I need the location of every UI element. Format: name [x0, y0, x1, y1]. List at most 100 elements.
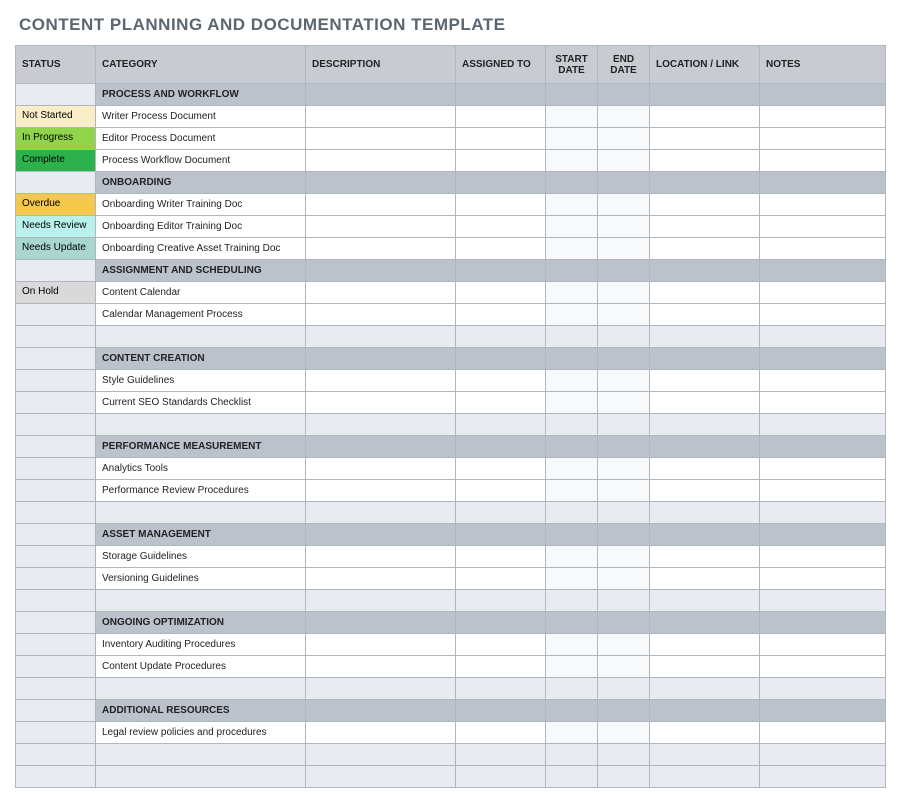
cell-category[interactable]: Versioning Guidelines	[96, 568, 306, 590]
cell-desc[interactable]	[306, 722, 456, 744]
cell-assigned[interactable]	[456, 546, 546, 568]
status-chip[interactable]: On Hold	[16, 282, 95, 303]
cell-assigned[interactable]	[456, 568, 546, 590]
cell-end[interactable]	[598, 458, 650, 480]
status-chip[interactable]: Not Started	[16, 106, 95, 127]
cell-status[interactable]: Needs Review	[16, 216, 96, 238]
cell-location[interactable]	[650, 656, 760, 678]
cell-location[interactable]	[650, 546, 760, 568]
cell-assigned[interactable]	[456, 194, 546, 216]
cell-status[interactable]: On Hold	[16, 282, 96, 304]
cell-location[interactable]	[650, 194, 760, 216]
cell-assigned[interactable]	[456, 480, 546, 502]
cell-location[interactable]	[650, 370, 760, 392]
cell-location[interactable]	[650, 216, 760, 238]
cell-category[interactable]: Inventory Auditing Procedures	[96, 634, 306, 656]
cell-status[interactable]	[16, 546, 96, 568]
cell-start[interactable]	[546, 194, 598, 216]
cell-desc[interactable]	[306, 568, 456, 590]
cell-assigned[interactable]	[456, 216, 546, 238]
cell-category[interactable]: Performance Review Procedures	[96, 480, 306, 502]
cell-desc[interactable]	[306, 458, 456, 480]
cell-notes[interactable]	[760, 722, 886, 744]
cell-assigned[interactable]	[456, 304, 546, 326]
cell-end[interactable]	[598, 370, 650, 392]
cell-status[interactable]	[16, 370, 96, 392]
cell-notes[interactable]	[760, 304, 886, 326]
status-chip[interactable]: Needs Update	[16, 238, 95, 259]
cell-desc[interactable]	[306, 194, 456, 216]
cell-desc[interactable]	[306, 392, 456, 414]
cell-desc[interactable]	[306, 480, 456, 502]
cell-end[interactable]	[598, 128, 650, 150]
cell-desc[interactable]	[306, 282, 456, 304]
cell-end[interactable]	[598, 216, 650, 238]
cell-desc[interactable]	[306, 238, 456, 260]
status-chip[interactable]: Needs Review	[16, 216, 95, 237]
cell-status[interactable]: In Progress	[16, 128, 96, 150]
cell-notes[interactable]	[760, 128, 886, 150]
cell-notes[interactable]	[760, 150, 886, 172]
cell-end[interactable]	[598, 194, 650, 216]
cell-status[interactable]: Not Started	[16, 106, 96, 128]
cell-status[interactable]	[16, 392, 96, 414]
cell-assigned[interactable]	[456, 106, 546, 128]
cell-location[interactable]	[650, 304, 760, 326]
cell-start[interactable]	[546, 458, 598, 480]
cell-notes[interactable]	[760, 568, 886, 590]
cell-location[interactable]	[650, 480, 760, 502]
cell-start[interactable]	[546, 656, 598, 678]
cell-category[interactable]: Legal review policies and procedures	[96, 722, 306, 744]
cell-end[interactable]	[598, 546, 650, 568]
cell-assigned[interactable]	[456, 634, 546, 656]
cell-category[interactable]: Onboarding Writer Training Doc	[96, 194, 306, 216]
cell-start[interactable]	[546, 150, 598, 172]
cell-assigned[interactable]	[456, 392, 546, 414]
cell-start[interactable]	[546, 216, 598, 238]
cell-status[interactable]: Complete	[16, 150, 96, 172]
cell-start[interactable]	[546, 106, 598, 128]
cell-start[interactable]	[546, 304, 598, 326]
cell-desc[interactable]	[306, 634, 456, 656]
cell-end[interactable]	[598, 150, 650, 172]
cell-assigned[interactable]	[456, 458, 546, 480]
cell-desc[interactable]	[306, 656, 456, 678]
cell-status[interactable]	[16, 722, 96, 744]
cell-location[interactable]	[650, 128, 760, 150]
cell-category[interactable]: Content Update Procedures	[96, 656, 306, 678]
status-chip[interactable]: In Progress	[16, 128, 95, 149]
cell-status[interactable]: Overdue	[16, 194, 96, 216]
cell-assigned[interactable]	[456, 282, 546, 304]
cell-category[interactable]: Writer Process Document	[96, 106, 306, 128]
cell-location[interactable]	[650, 150, 760, 172]
cell-end[interactable]	[598, 238, 650, 260]
cell-notes[interactable]	[760, 106, 886, 128]
cell-end[interactable]	[598, 106, 650, 128]
cell-end[interactable]	[598, 480, 650, 502]
cell-end[interactable]	[598, 304, 650, 326]
cell-status[interactable]: Needs Update	[16, 238, 96, 260]
cell-desc[interactable]	[306, 128, 456, 150]
cell-location[interactable]	[650, 722, 760, 744]
cell-desc[interactable]	[306, 370, 456, 392]
cell-notes[interactable]	[760, 392, 886, 414]
cell-end[interactable]	[598, 634, 650, 656]
cell-category[interactable]: Process Workflow Document	[96, 150, 306, 172]
cell-status[interactable]	[16, 634, 96, 656]
cell-category[interactable]: Analytics Tools	[96, 458, 306, 480]
cell-category[interactable]: Storage Guidelines	[96, 546, 306, 568]
cell-assigned[interactable]	[456, 150, 546, 172]
cell-end[interactable]	[598, 282, 650, 304]
cell-assigned[interactable]	[456, 238, 546, 260]
cell-notes[interactable]	[760, 216, 886, 238]
cell-end[interactable]	[598, 392, 650, 414]
cell-start[interactable]	[546, 480, 598, 502]
cell-notes[interactable]	[760, 458, 886, 480]
cell-status[interactable]	[16, 568, 96, 590]
cell-assigned[interactable]	[456, 722, 546, 744]
cell-notes[interactable]	[760, 194, 886, 216]
cell-notes[interactable]	[760, 480, 886, 502]
cell-category[interactable]: Onboarding Creative Asset Training Doc	[96, 238, 306, 260]
cell-notes[interactable]	[760, 546, 886, 568]
cell-start[interactable]	[546, 568, 598, 590]
